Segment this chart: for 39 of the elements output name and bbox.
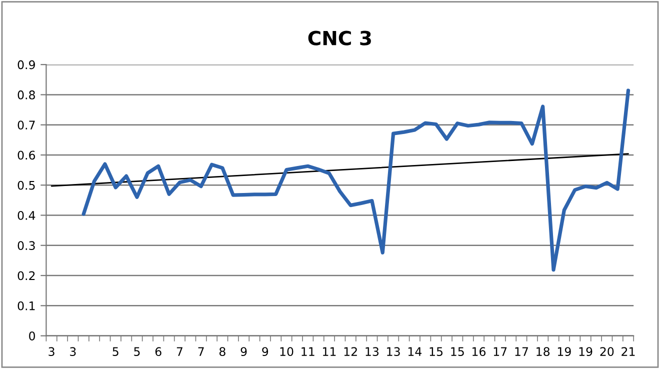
y-tick-label: 0.3 — [18, 241, 35, 250]
x-tick-label: 13 — [387, 347, 400, 356]
line-series — [82, 88, 630, 272]
x-tick-label: 19 — [579, 347, 592, 356]
x-tick-label: 13 — [366, 347, 379, 356]
x-tick-label: 10 — [280, 347, 294, 356]
x-tick-label: 11 — [302, 347, 314, 356]
x-tick-label: 11 — [323, 347, 336, 356]
x-tick-label: 6 — [155, 347, 162, 356]
x-tick-label: 15 — [430, 347, 442, 356]
chart-title: CNC 3 — [308, 30, 371, 46]
y-tick-label: 0.1 — [18, 301, 35, 310]
x-tick-label: 17 — [515, 347, 528, 356]
x-tick-label: 20 — [600, 347, 614, 356]
x-tick-label: 15 — [451, 347, 464, 356]
x-tick-label: 19 — [558, 347, 571, 356]
x-tick-label: 21 — [622, 347, 635, 356]
x-tick-label: 18 — [536, 347, 550, 356]
x-tick-label: 7 — [198, 347, 204, 356]
x-tick-label: 5 — [134, 347, 140, 356]
x-tick-label: 14 — [408, 347, 422, 356]
x-tick-label: 3 — [48, 347, 54, 356]
x-tick-label: 9 — [240, 347, 247, 356]
x-tick-label: 8 — [219, 347, 226, 356]
x-tick-label: 3 — [70, 347, 76, 356]
x-tick-label: 7 — [176, 347, 182, 356]
y-tick-label: 0.2 — [18, 271, 35, 280]
y-tick-label: 0.6 — [18, 150, 36, 160]
y-tick-label: 0 — [29, 332, 35, 340]
y-tick-label: 0.7 — [18, 120, 35, 130]
y-tick-label: 0.9 — [18, 60, 35, 70]
x-tick-label: 17 — [494, 347, 507, 356]
x-tick-label: 12 — [344, 347, 357, 356]
x-tick-label: 5 — [112, 347, 118, 356]
x-tick-label: 9 — [262, 347, 268, 356]
y-tick-label: 0.5 — [18, 180, 35, 190]
x-tick-label: 16 — [472, 347, 486, 356]
y-tick-label: 0.4 — [18, 210, 36, 220]
y-tick-label: 0.8 — [18, 90, 35, 100]
